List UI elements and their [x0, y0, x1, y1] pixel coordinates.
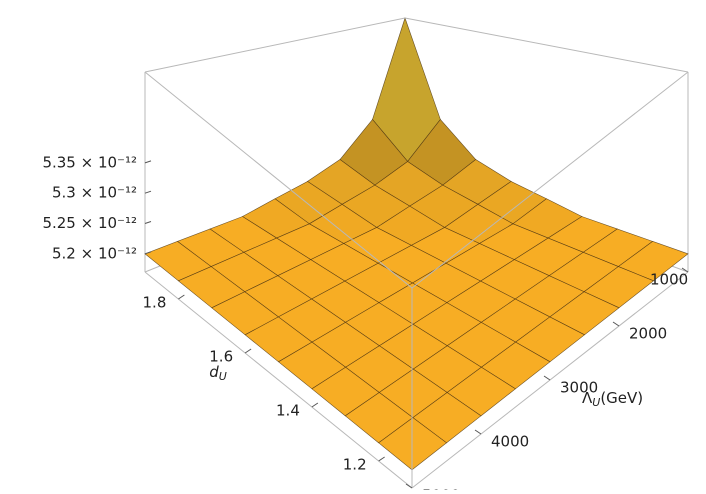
y-tick-label: 4000 [491, 433, 529, 451]
z-tick-label: 5.2 × 10⁻¹² [52, 244, 137, 262]
y-tick-label: 5000 [422, 487, 460, 491]
surface-patch [378, 417, 447, 471]
z-tick-label: 5.35 × 10⁻¹² [42, 153, 137, 171]
x-axis-label-main: d [209, 363, 219, 381]
box-edge [144, 17, 406, 73]
x-tick-label: 1.2 [343, 456, 367, 474]
x-tick-label: 1.8 [143, 294, 167, 312]
z-tick [144, 190, 152, 194]
z-tick [144, 160, 152, 164]
box-edge [404, 17, 689, 73]
z-tick [144, 221, 152, 224]
x-tick [178, 294, 185, 300]
x-tick-label: 1.4 [276, 402, 300, 420]
y-tick-label: 1000 [650, 271, 688, 289]
y-axis-label: ΛU(GeV) [582, 389, 643, 410]
x-tick-label: 1.6 [209, 348, 233, 366]
x-axis-label-sub: U [219, 370, 227, 383]
box-edge [411, 71, 689, 289]
y-axis-label-sub: U [592, 396, 600, 409]
x-tick [378, 456, 385, 462]
x-axis-label: dU [209, 363, 227, 384]
z-tick [144, 251, 152, 255]
y-axis-label-unit: (GeV) [600, 389, 643, 407]
x-tick [244, 348, 252, 354]
y-tick [405, 483, 413, 489]
box-edge [144, 71, 413, 289]
box-edge [144, 271, 413, 489]
y-tick-label: 3000 [560, 379, 598, 397]
y-tick [612, 321, 620, 327]
z-tick-label: 5.25 × 10⁻¹² [42, 214, 137, 232]
y-tick [681, 267, 689, 273]
y-tick [543, 375, 551, 381]
y-axis-label-main: Λ [582, 389, 593, 407]
x-tick [311, 402, 319, 408]
y-tick [474, 429, 482, 435]
y-tick-label: 2000 [629, 325, 667, 343]
z-tick-label: 5.3 × 10⁻¹² [52, 184, 137, 202]
